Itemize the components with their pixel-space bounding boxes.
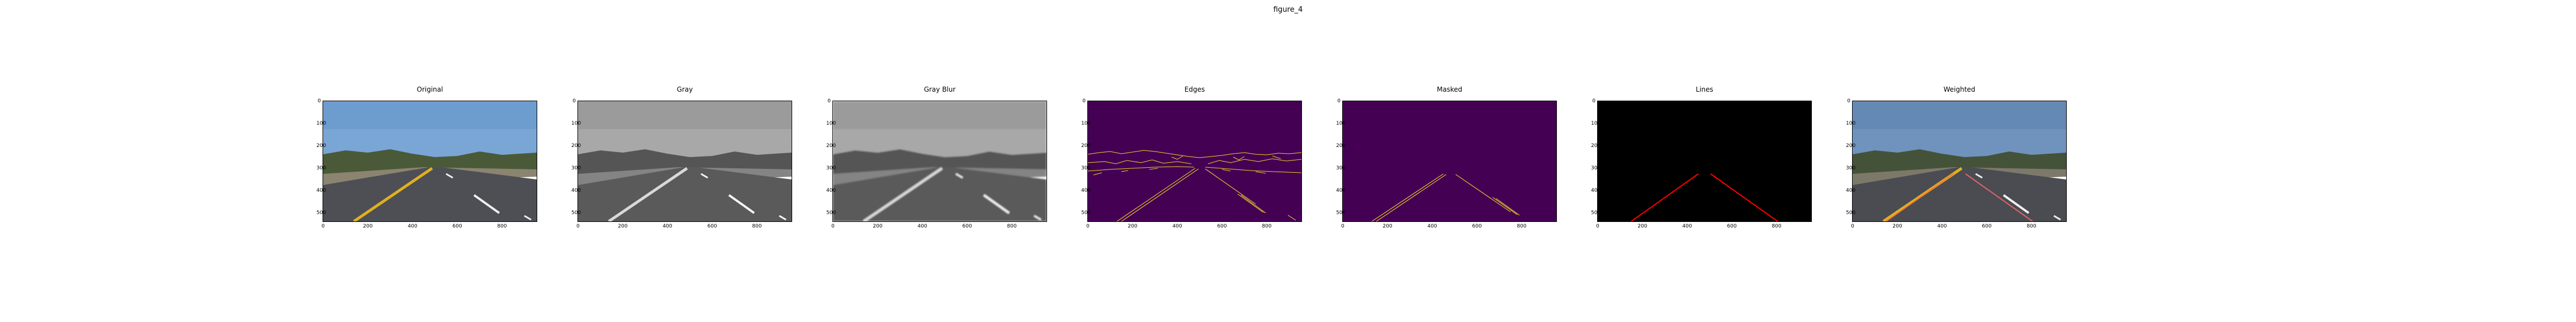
y-tick: 100 — [826, 121, 836, 126]
y-tick: 100 — [316, 121, 326, 126]
x-tick: 0 — [1596, 224, 1599, 229]
image-masked — [1342, 101, 1557, 222]
panel-edges: Edges 0 100 200 — [1081, 86, 1302, 234]
y-tick: 200 — [1336, 143, 1346, 149]
y-tick: 500 — [1591, 210, 1601, 216]
x-tick: 0 — [576, 224, 580, 229]
y-tick: 300 — [826, 165, 836, 171]
panel-weighted: Weighted 0 100 200 300 400 500 0 200 400… — [1846, 86, 2067, 234]
y-tick: 0 — [1082, 98, 1086, 104]
image-original — [323, 101, 537, 222]
x-tick: 800 — [752, 224, 762, 229]
panel-title: Edges — [1184, 86, 1205, 93]
y-tick: 500 — [571, 210, 581, 216]
y-tick: 0 — [318, 98, 321, 104]
x-tick: 800 — [1772, 224, 1782, 229]
y-tick: 400 — [1591, 188, 1601, 193]
y-tick: 400 — [1336, 188, 1346, 193]
image-gray — [577, 101, 792, 222]
y-tick: 500 — [1336, 210, 1346, 216]
x-tick: 0 — [1341, 224, 1344, 229]
image-weighted — [1852, 101, 2067, 222]
y-tick: 100 — [1081, 121, 1091, 126]
x-tick: 200 — [618, 224, 628, 229]
x-tick: 600 — [1472, 224, 1482, 229]
x-tick: 200 — [1637, 224, 1647, 229]
panel-masked: Masked 0 100 200 300 400 500 0 200 400 6… — [1336, 86, 1557, 234]
x-tick: 0 — [1086, 224, 1090, 229]
panel-title: Lines — [1696, 86, 1713, 93]
panel-title: Original — [416, 86, 443, 93]
y-tick: 100 — [1591, 121, 1601, 126]
y-tick: 300 — [1846, 165, 1856, 171]
y-tick: 200 — [826, 143, 836, 149]
panel-title: Masked — [1437, 86, 1462, 93]
y-tick: 500 — [316, 210, 326, 216]
x-tick: 600 — [707, 224, 717, 229]
y-tick: 200 — [316, 143, 326, 149]
x-tick: 400 — [1937, 224, 1947, 229]
figure-title: figure_4 — [1273, 6, 1303, 14]
panel-original: Original 0 100 200 300 400 500 0 200 400… — [316, 86, 537, 234]
y-tick: 200 — [1591, 143, 1601, 149]
x-tick: 800 — [1262, 224, 1272, 229]
x-tick: 800 — [497, 224, 507, 229]
x-tick: 600 — [1217, 224, 1227, 229]
y-tick: 500 — [826, 210, 836, 216]
x-tick: 200 — [1892, 224, 1902, 229]
y-tick: 100 — [571, 121, 581, 126]
x-tick: 600 — [452, 224, 462, 229]
panel-gray-blur: Gray Blur 0 100 200 300 400 500 0 200 40… — [826, 86, 1047, 234]
x-tick: 0 — [831, 224, 835, 229]
y-tick: 100 — [1336, 121, 1346, 126]
x-tick: 600 — [1727, 224, 1737, 229]
y-tick: 300 — [1591, 165, 1601, 171]
image-lines — [1597, 101, 1812, 222]
image-gray-blur — [832, 101, 1047, 222]
x-tick: 0 — [321, 224, 325, 229]
y-tick: 500 — [1846, 210, 1856, 216]
x-tick: 400 — [1427, 224, 1437, 229]
y-tick: 0 — [1592, 98, 1595, 104]
x-tick: 600 — [962, 224, 972, 229]
x-tick: 400 — [917, 224, 927, 229]
panel-title: Gray Blur — [924, 86, 956, 93]
x-tick: 200 — [1382, 224, 1393, 229]
x-tick: 600 — [1982, 224, 1992, 229]
y-tick: 300 — [1081, 165, 1091, 171]
y-tick: 0 — [1847, 98, 1850, 104]
y-tick: 0 — [827, 98, 831, 104]
panel-lines: Lines 0 100 200 300 400 500 0 200 400 60… — [1591, 86, 1812, 234]
y-tick: 200 — [571, 143, 581, 149]
y-tick: 200 — [1081, 143, 1091, 149]
x-tick: 200 — [363, 224, 373, 229]
y-tick: 500 — [1081, 210, 1091, 216]
panel-title: Weighted — [1943, 86, 1976, 93]
y-tick: 400 — [1081, 188, 1091, 193]
panel-gray: Gray 0 100 200 300 400 500 0 200 400 600… — [571, 86, 792, 234]
x-tick: 400 — [408, 224, 418, 229]
y-tick: 0 — [572, 98, 576, 104]
x-tick: 400 — [1172, 224, 1182, 229]
x-tick: 800 — [1517, 224, 1527, 229]
y-tick: 0 — [1337, 98, 1341, 104]
x-tick: 800 — [1007, 224, 1017, 229]
panel-title: Gray — [676, 86, 693, 93]
x-tick: 200 — [1128, 224, 1138, 229]
x-tick: 200 — [873, 224, 883, 229]
x-tick: 800 — [2026, 224, 2037, 229]
y-tick: 400 — [1846, 188, 1856, 193]
y-tick: 400 — [571, 188, 581, 193]
x-tick: 400 — [1682, 224, 1692, 229]
x-tick: 400 — [662, 224, 673, 229]
image-edges — [1087, 101, 1302, 222]
y-tick: 400 — [316, 188, 326, 193]
y-tick: 300 — [571, 165, 581, 171]
y-tick: 100 — [1846, 121, 1856, 126]
y-tick: 300 — [316, 165, 326, 171]
y-tick: 300 — [1336, 165, 1346, 171]
y-tick: 200 — [1846, 143, 1856, 149]
y-tick: 400 — [826, 188, 836, 193]
x-tick: 0 — [1851, 224, 1854, 229]
